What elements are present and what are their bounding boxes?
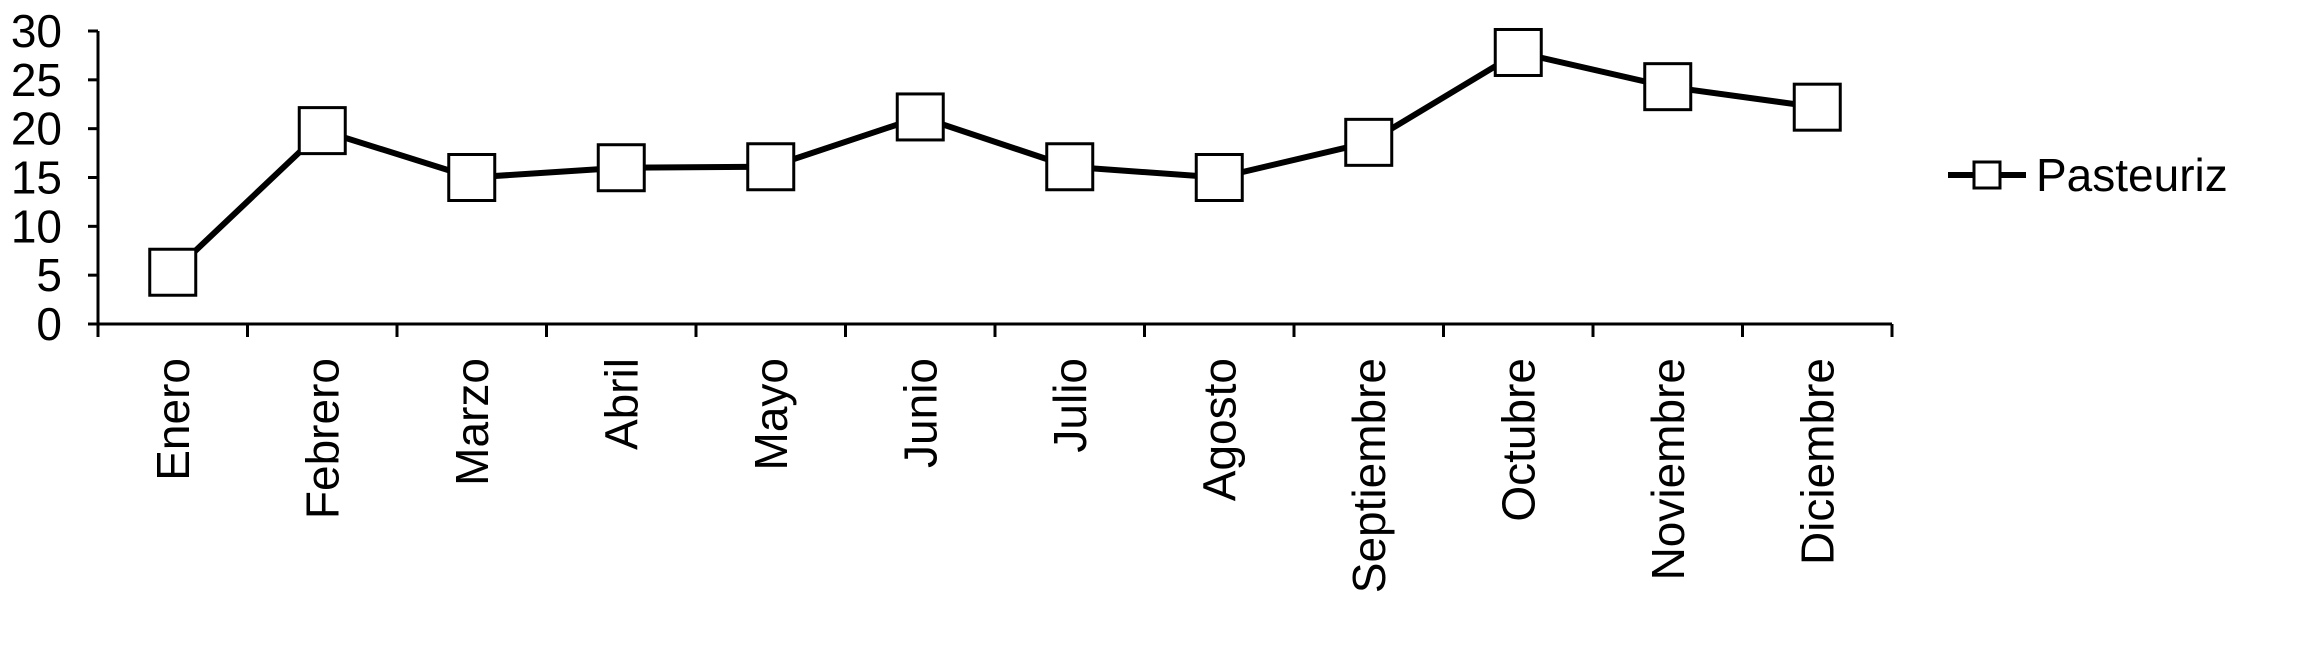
y-tick-label: 15 [11, 152, 62, 204]
x-tick-label: Agosto [1193, 358, 1245, 501]
legend-marker [1972, 160, 2002, 190]
data-point-marker [1493, 27, 1543, 77]
data-point-marker [596, 143, 646, 193]
y-tick-label: 20 [11, 103, 62, 155]
x-tick-label: Octubre [1492, 358, 1544, 522]
data-point-marker [297, 106, 347, 156]
data-point-marker [746, 142, 796, 192]
x-tick-label: Diciembre [1791, 358, 1843, 565]
x-tick-label: Julio [1044, 358, 1096, 453]
x-tick-label: Junio [894, 358, 946, 468]
series-line [170, 49, 1818, 275]
legend-label: Pasteuriz [2036, 149, 2228, 201]
x-tick-label: Septiembre [1343, 358, 1395, 593]
x-tick-label: Enero [147, 358, 199, 481]
data-point-marker [1344, 117, 1394, 167]
x-axis-ticks: Enero Febrero Marzo Abril Mayo Junio Julio Agos… [96, 324, 1894, 593]
legend: Pasteuriz [1948, 149, 2228, 201]
data-point-marker [895, 92, 945, 142]
x-tick-label: Mayo [745, 358, 797, 470]
data-point-marker [1792, 82, 1842, 132]
data-point-marker [148, 247, 198, 297]
y-tick-label: 30 [11, 5, 62, 57]
x-tick-label: Abril [595, 358, 647, 450]
data-point-marker [1643, 62, 1693, 112]
data-point-marker [1194, 153, 1244, 202]
y-tick-label: 0 [36, 298, 62, 350]
x-tick-label: Marzo [446, 358, 498, 486]
data-point-marker [1045, 142, 1095, 192]
y-tick-label: 5 [36, 249, 62, 301]
y-tick-label: 25 [11, 54, 62, 106]
y-tick-label: 10 [11, 200, 62, 252]
x-tick-label: Noviembre [1642, 358, 1694, 580]
x-tick-label: Febrero [296, 358, 348, 519]
data-point-marker [447, 153, 497, 202]
series-layer [148, 27, 1842, 297]
